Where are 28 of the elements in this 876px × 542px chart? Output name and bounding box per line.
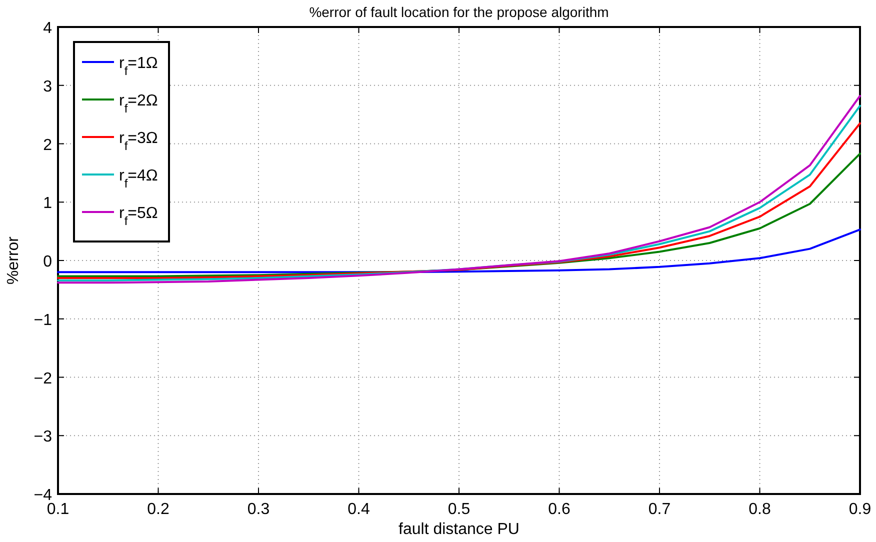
x-tick-label: 0.1: [46, 501, 70, 518]
y-axis-title: %error: [5, 236, 22, 285]
x-tick-label: 0.4: [348, 501, 370, 518]
x-axis-title: fault distance PU: [398, 521, 520, 538]
legend-label: r$_{f}$=4Ω: [119, 168, 158, 190]
x-tick-label: 0.9: [848, 501, 872, 518]
x-tick-label: 0.3: [247, 501, 270, 518]
x-tick-label: 0.5: [448, 501, 470, 518]
y-tick-label: −3: [34, 428, 52, 446]
x-tick-label: 0.8: [748, 501, 771, 518]
y-tick-label: 1: [43, 195, 52, 212]
legend-label: r$_{f}$=3Ω: [119, 130, 158, 153]
y-tick-label: −2: [34, 370, 52, 388]
x-tick-label: 0.2: [147, 501, 170, 518]
y-tick-label: 2: [43, 136, 52, 154]
y-tick-label: 3: [43, 78, 52, 96]
y-tick-label: −1: [34, 312, 52, 329]
x-tick-label: 0.6: [548, 501, 570, 518]
legend-label: r$_{f}$=2Ω: [119, 92, 158, 116]
y-tick-label: 0: [43, 254, 52, 270]
y-tick-label: −4: [34, 487, 52, 504]
legend-label: r$_{f}$=1Ω: [119, 55, 158, 78]
y-tick-label: 4: [43, 20, 52, 37]
line-series: [57, 152, 861, 278]
chart-title: %error of fault location for the propose algorithm: [309, 4, 609, 20]
legend-label: r$_{f}$=5Ω: [119, 205, 158, 228]
x-tick-label: 0.7: [648, 501, 671, 518]
line-series: [57, 228, 861, 274]
